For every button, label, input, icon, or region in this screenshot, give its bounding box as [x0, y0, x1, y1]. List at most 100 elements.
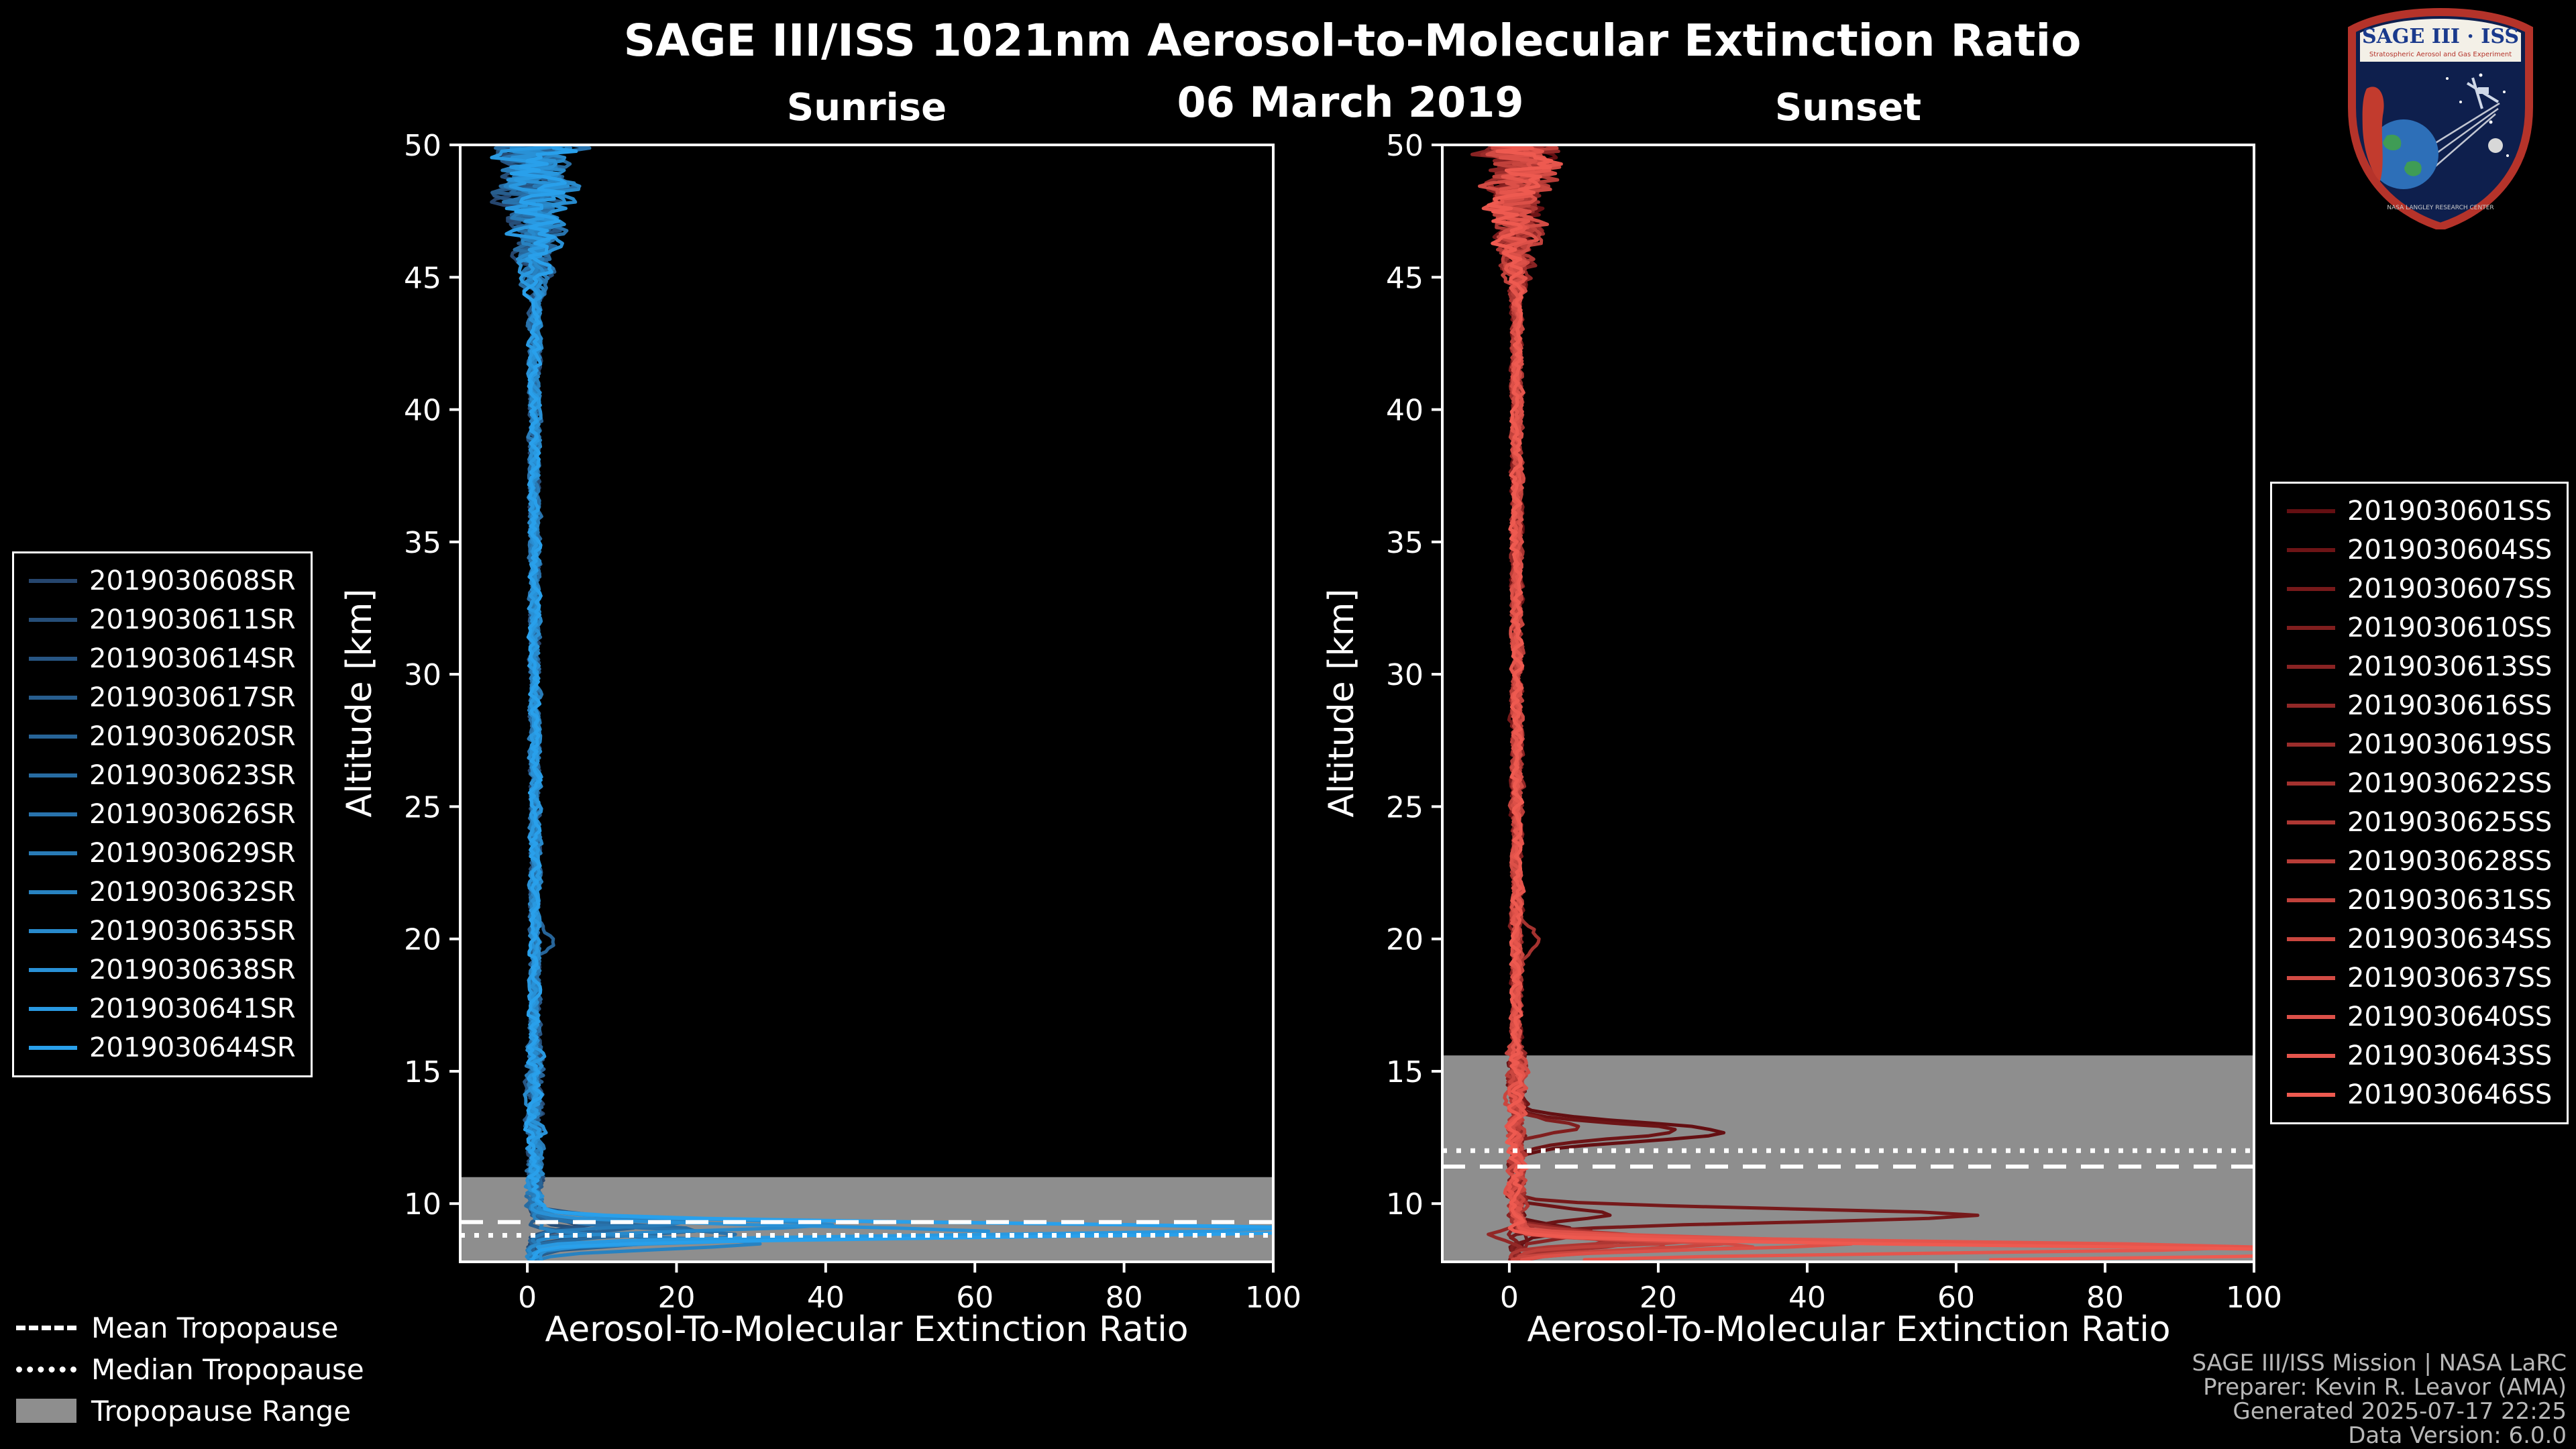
tropopause-legend-label: Median Tropopause: [91, 1352, 364, 1386]
legend-item: 2019030632SR: [29, 873, 296, 912]
legend-label: 2019030641SR: [89, 994, 296, 1024]
tropopause-legend: Mean Tropopause Median Tropopause Tropopau…: [16, 1307, 364, 1432]
profile-line-2019030611SR: [496, 145, 596, 1262]
logo-iss-icon: [2466, 77, 2500, 109]
dashed-line-sample: [16, 1325, 76, 1330]
legend-label: 2019030601SS: [2347, 496, 2553, 527]
legend-label: 2019030643SS: [2347, 1040, 2553, 1071]
legend-item: 2019030614SR: [29, 639, 296, 678]
plot-frame: [459, 144, 1275, 1263]
sunset-panel-title: Sunset: [1774, 86, 1922, 129]
logo-caption: NASA LANGLEY RESEARCH CENTER: [2387, 205, 2493, 211]
y-tick-label: 15: [404, 1055, 441, 1089]
logo-shield-icon: SAGE III · ISS Stratospheric Aerosol and…: [2348, 7, 2533, 231]
tropopause-legend-item: Mean Tropopause: [16, 1307, 364, 1348]
logo-subtitle: Stratospheric Aerosol and Gas Experiment: [2369, 51, 2512, 58]
legend-line-swatch: [29, 696, 77, 700]
sunset-chart: 0 20 40 60 80 100 10 15 20 25 30 35 40 45 50: [1386, 129, 2282, 1315]
profile-line-2019030635SR: [509, 145, 835, 1262]
legend-line-swatch: [2287, 1054, 2335, 1058]
legend-label: 2019030637SS: [2347, 963, 2553, 994]
legend-item: 2019030637SS: [2287, 959, 2552, 998]
legend-label: 2019030616SS: [2347, 690, 2553, 721]
legend-line-swatch: [2287, 743, 2335, 747]
logo-title: SAGE III · ISS: [2362, 25, 2519, 48]
legend-line-swatch: [29, 1046, 77, 1050]
legend-label: 2019030619SS: [2347, 729, 2553, 760]
sunrise-legend: 2019030608SR 2019030611SR 2019030614SR 2019…: [12, 551, 313, 1077]
x-tick-label: 20: [657, 1281, 695, 1315]
legend-label: 2019030638SR: [89, 955, 296, 985]
legend-line-swatch: [2287, 626, 2335, 630]
legend-line-swatch: [2287, 548, 2335, 552]
y-tick-label: 40: [1386, 394, 1424, 428]
x-tick-label: 40: [1788, 1281, 1826, 1315]
legend-line-swatch: [29, 773, 77, 777]
legend-label: 2019030632SR: [89, 877, 296, 908]
legend-label: 2019030635SR: [89, 916, 296, 947]
legend-line-swatch: [2287, 509, 2335, 513]
y-tick-label: 20: [1386, 923, 1424, 957]
credit-line: Data Version: 6.0.0: [2348, 1422, 2567, 1449]
profile-line-2019030614SR: [490, 145, 623, 1262]
page-title: SAGE III/ISS 1021nm Aerosol-to-Molecular…: [623, 15, 2082, 66]
legend-line-swatch: [29, 735, 77, 739]
logo-starfield: [2446, 73, 2509, 157]
legend-line-swatch: [2287, 587, 2335, 591]
legend-label: 2019030608SR: [89, 566, 296, 596]
legend-label: 2019030613SS: [2347, 651, 2553, 682]
tropopause-legend-item: Tropopause Range: [16, 1390, 364, 1432]
legend-label: 2019030646SS: [2347, 1079, 2553, 1110]
x-tick-label: 100: [1245, 1281, 1301, 1315]
tropopause-legend-label: Mean Tropopause: [91, 1311, 339, 1344]
sunset-legend: 2019030601SS 2019030604SS 2019030607SS 2019…: [2270, 482, 2569, 1124]
legend-label: 2019030607SS: [2347, 574, 2553, 604]
legend-line-swatch: [29, 618, 77, 622]
legend-item: 2019030640SS: [2287, 998, 2552, 1036]
dotted-line-sample: [16, 1366, 76, 1373]
sunset-plot: 0 20 40 60 80 100 10 15 20 25 30 35 40 45 50: [1386, 129, 2282, 1315]
logo-figure: [2362, 87, 2384, 181]
sage-iii-iss-logo: SAGE III · ISS Stratospheric Aerosol and…: [2340, 7, 2541, 231]
legend-item: 2019030634SS: [2287, 920, 2552, 959]
legend-item: 2019030601SS: [2287, 492, 2552, 531]
y-tick-label: 50: [1386, 129, 1424, 163]
credit-line: Generated 2025-07-17 22:25: [2233, 1398, 2567, 1425]
sunrise-y-axis-label: Altitude [km]: [339, 588, 380, 818]
sunset-x-axis-label: Aerosol-To-Molecular Extinction Ratio: [1527, 1309, 2171, 1350]
legend-item: 2019030619SS: [2287, 725, 2552, 764]
legend-item: 2019030631SS: [2287, 881, 2552, 920]
y-tick-label: 10: [404, 1187, 441, 1222]
legend-item: 2019030646SS: [2287, 1075, 2552, 1114]
legend-item: 2019030625SS: [2287, 803, 2552, 842]
legend-label: 2019030625SS: [2347, 807, 2553, 838]
legend-line-swatch: [2287, 782, 2335, 786]
y-tick-label: 35: [404, 526, 441, 560]
credit-line: Preparer: Kevin R. Leavor (AMA): [2203, 1374, 2567, 1401]
x-tick-label: 0: [1500, 1281, 1519, 1315]
sunset-y-axis-label: Altitude [km]: [1322, 588, 1362, 818]
x-tick-label: 80: [2086, 1281, 2124, 1315]
legend-item: 2019030643SS: [2287, 1036, 2552, 1075]
profile-line-2019030638SR: [506, 145, 990, 1262]
sunrise-plot: 0 20 40 60 80 100 10 15 20 25 30 35 40 45 50: [404, 129, 1301, 1315]
patch-line-sample: [16, 1399, 76, 1423]
x-tick-label: 60: [1937, 1281, 1975, 1315]
legend-line-swatch: [2287, 820, 2335, 824]
legend-item: 2019030613SS: [2287, 647, 2552, 686]
y-tick-label: 10: [1386, 1187, 1424, 1222]
profile-line-2019030617SR: [490, 145, 674, 1262]
legend-item: 2019030617SR: [29, 678, 296, 717]
plot-frame: [1441, 144, 2255, 1263]
profile-line-2019030646SS: [1487, 145, 2254, 1262]
y-tick-label: 20: [404, 923, 441, 957]
legend-label: 2019030623SR: [89, 760, 296, 791]
legend-item: 2019030628SS: [2287, 842, 2552, 881]
y-tick-label: 50: [404, 129, 441, 163]
x-tick-label: 0: [518, 1281, 537, 1315]
y-tick-label: 25: [1386, 790, 1424, 824]
legend-label: 2019030640SS: [2347, 1002, 2553, 1032]
legend-item: 2019030608SR: [29, 561, 296, 600]
sunrise-chart: 0 20 40 60 80 100 10 15 20 25 30 35 40 45 50: [404, 129, 1301, 1315]
